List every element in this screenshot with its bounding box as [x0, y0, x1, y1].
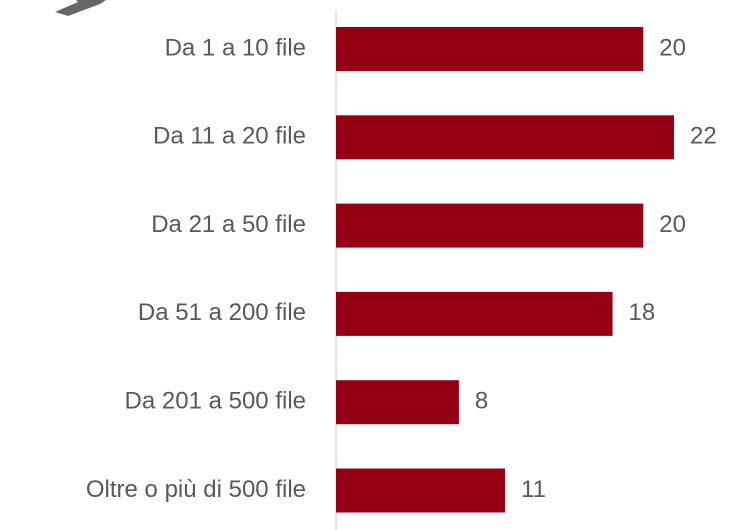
bar	[336, 291, 613, 336]
arrow-decoration	[55, 0, 106, 16]
value-label: 20	[659, 34, 686, 61]
value-label: 20	[659, 211, 686, 238]
category-label: Da 21 a 50 file	[151, 211, 306, 238]
category-label: Oltre o più di 500 file	[86, 476, 306, 503]
category-label: Da 51 a 200 file	[138, 299, 306, 326]
value-label: 8	[475, 388, 488, 415]
category-label: Da 11 a 20 file	[153, 123, 306, 150]
bar	[336, 468, 505, 513]
bar	[336, 115, 674, 160]
value-label: 22	[690, 123, 717, 150]
category-label: Da 201 a 500 file	[125, 388, 306, 415]
bar	[336, 380, 459, 425]
category-label: Da 1 a 10 file	[165, 34, 306, 61]
value-label: 11	[521, 476, 546, 503]
bar	[336, 27, 644, 71]
bar	[336, 203, 644, 248]
value-label: 18	[629, 299, 656, 326]
